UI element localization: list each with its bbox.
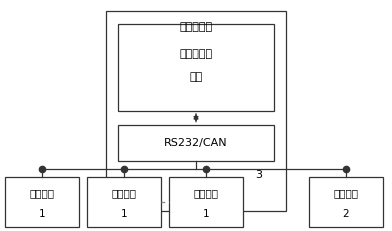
- Text: 工业控制计: 工业控制计: [180, 49, 212, 59]
- Text: 1: 1: [121, 209, 127, 219]
- Text: 控制节点: 控制节点: [333, 188, 358, 198]
- Bar: [107, 11, 285, 211]
- Text: 算机: 算机: [189, 72, 203, 82]
- Bar: [118, 125, 274, 161]
- Text: 检测节点: 检测节点: [111, 188, 136, 198]
- Bar: [118, 24, 274, 111]
- Text: 检测节点: 检测节点: [30, 188, 55, 198]
- Text: 现场监控端: 现场监控端: [180, 22, 212, 32]
- Bar: [169, 177, 243, 227]
- Text: 1: 1: [202, 209, 209, 219]
- Text: 1: 1: [39, 209, 45, 219]
- Text: 3: 3: [255, 170, 262, 180]
- Bar: [87, 177, 161, 227]
- Bar: [309, 177, 383, 227]
- Text: RS232/CAN: RS232/CAN: [164, 138, 228, 148]
- Bar: [5, 177, 79, 227]
- Text: 2: 2: [343, 209, 349, 219]
- Text: 检测节点: 检测节点: [193, 188, 218, 198]
